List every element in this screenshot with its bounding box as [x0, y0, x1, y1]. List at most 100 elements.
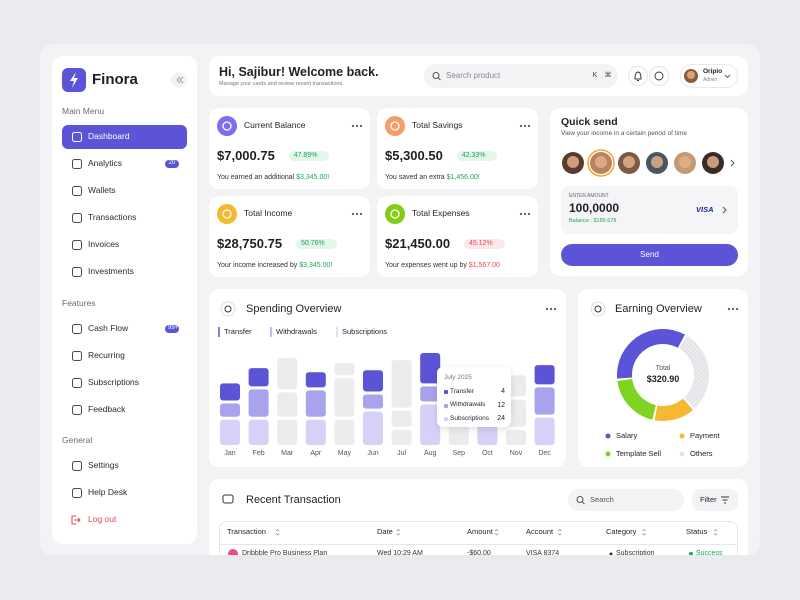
avatar-ring [587, 149, 615, 177]
more-dot [523, 212, 527, 216]
bar-segment [420, 386, 441, 402]
menu-item-active[interactable] [62, 125, 187, 149]
table-header-divider [219, 544, 738, 545]
chart-icon [224, 305, 232, 313]
legend-label: Subscriptions [342, 327, 388, 337]
quick-send-subtitle: View your income in a certain period of … [561, 129, 687, 137]
sort-icon [396, 529, 401, 536]
legend-label: Others [690, 449, 713, 459]
menu-item[interactable]: Invoices [88, 239, 120, 250]
stat-icon-glyph [390, 209, 400, 219]
stat-highlight: $1,567.00 [468, 262, 500, 270]
table-cell: Success [696, 550, 723, 555]
stat-amount: $21,450.00 [385, 235, 451, 251]
send-label[interactable]: Send [640, 249, 659, 259]
user-role: Admin [703, 76, 718, 83]
stat-title: Total Income [244, 208, 293, 219]
bell-icon [634, 71, 642, 81]
icon [72, 488, 82, 498]
x-tick-label: Oct [481, 450, 493, 458]
menu-item[interactable]: Transactions [88, 212, 137, 223]
header-button[interactable] [649, 66, 669, 86]
column-header[interactable]: Amount [467, 527, 493, 537]
table-cell: Wed 10:29 AM [377, 550, 423, 555]
bar-segment [305, 372, 326, 388]
menu-item[interactable]: Dashboard [88, 131, 130, 142]
donut-center-label: Total [655, 365, 671, 373]
menu-item[interactable]: Investments [88, 266, 134, 277]
row-icon [228, 549, 238, 555]
stat-highlight: $3,345.00! [299, 262, 333, 270]
legend-marker [679, 433, 685, 439]
column-header[interactable]: Account [526, 527, 554, 537]
stat-title: Total Savings [412, 120, 463, 131]
user-pill[interactable] [680, 64, 738, 88]
menu-item[interactable]: Recurring [88, 350, 125, 361]
menu-item[interactable]: Cash Flow [88, 323, 129, 334]
tooltip-value: 12 [497, 401, 505, 409]
icon [72, 461, 82, 471]
bar-segment [534, 417, 555, 445]
amount-value: 100,0000 [569, 201, 620, 216]
header-button[interactable] [628, 66, 648, 86]
filter-label[interactable]: Filter [700, 495, 717, 505]
more-dot [359, 212, 363, 216]
menu-item[interactable]: Subscriptions [88, 377, 140, 388]
bar-segment [277, 358, 298, 390]
more-dot [519, 124, 523, 128]
tooltip-marker [444, 403, 448, 408]
logo-bolt [70, 72, 78, 88]
bar-segment [448, 424, 469, 445]
legend-label: Withdrawals [276, 327, 317, 337]
bar-segment [334, 378, 355, 417]
amount-label: ENTER AMOUNT [569, 192, 609, 199]
icon [72, 213, 82, 223]
menu-item[interactable]: Help Desk [88, 487, 128, 498]
tooltip [437, 367, 511, 427]
stat-note: You earned an additional $3,345.00! [217, 174, 330, 182]
stat-highlight: $3,345.00! [296, 174, 330, 182]
bar-segment [248, 419, 269, 445]
tooltip-name: Transfer [450, 387, 474, 395]
search-box[interactable] [424, 64, 618, 88]
sort-icon [713, 529, 718, 536]
menu-item[interactable]: Settings [88, 460, 119, 471]
search-icon [437, 77, 441, 81]
sort-icon [642, 529, 646, 536]
bar-segment [506, 375, 526, 397]
bar-segment [420, 404, 441, 445]
sort-icon [275, 529, 280, 536]
menu-badge: 20 [165, 160, 179, 168]
collapse-button[interactable] [171, 72, 187, 88]
more-dot [523, 124, 527, 128]
menu-item[interactable]: Feedback [88, 404, 126, 415]
menu-item[interactable]: Log out [88, 514, 117, 525]
shortcut-key: ⌘ [604, 72, 612, 80]
more-dot [351, 212, 355, 216]
more-dot [355, 124, 359, 128]
column-header[interactable]: Transaction [227, 527, 266, 537]
donut-segment [617, 329, 685, 379]
search-icon [576, 496, 584, 503]
bar-segment [391, 360, 412, 408]
donut-center-value: $320.90 [646, 374, 680, 385]
column-header[interactable]: Status [686, 527, 708, 537]
chart-icon [590, 301, 606, 317]
filter-button[interactable] [692, 489, 738, 511]
menu-item[interactable]: Wallets [88, 185, 116, 196]
bar-segment [277, 392, 298, 417]
column-header[interactable]: Category [606, 527, 637, 537]
stat-change: 42.33% [456, 151, 498, 161]
stat-icon-glyph [222, 121, 232, 131]
menu-item[interactable]: Analytics [88, 158, 123, 169]
icon [72, 132, 82, 142]
transactions-search[interactable] [568, 489, 684, 511]
legend-label: Payment [690, 431, 720, 441]
sort-icon [558, 529, 562, 536]
stat-amount: $7,000.75 [217, 147, 275, 163]
more-dot [527, 212, 531, 216]
stat-change: 45.12% [464, 239, 505, 249]
graphics [70, 69, 739, 555]
column-header[interactable]: Date [377, 527, 393, 537]
send-button[interactable] [561, 244, 738, 266]
